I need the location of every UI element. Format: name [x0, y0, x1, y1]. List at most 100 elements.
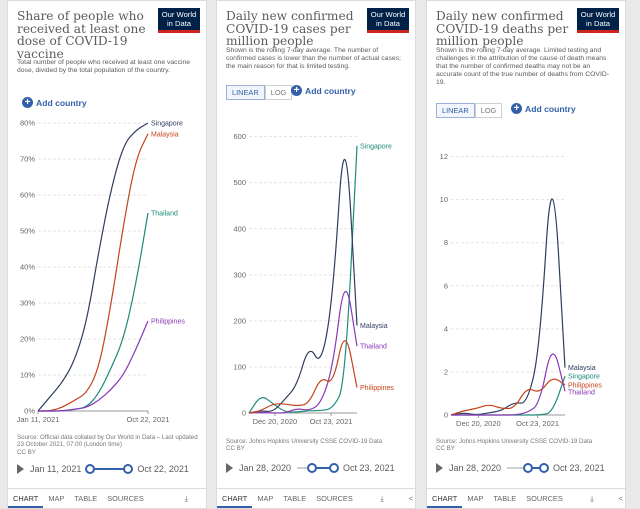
- series-label: Thailand: [151, 211, 178, 218]
- series-label: Malaysia: [568, 365, 596, 372]
- tab-map[interactable]: MAP: [257, 494, 274, 503]
- chart-subtitle: Shown is the rolling 7-day average. The …: [226, 47, 401, 70]
- tab-chart[interactable]: CHART: [427, 489, 463, 508]
- download-icon[interactable]: ⤓: [380, 494, 384, 503]
- y-tick-label: 20%: [20, 335, 35, 344]
- chart-svg: 0 2 4 6 8 10 12 Dec 20, 2020 Oct 23, 2021 Malaysi…: [440, 152, 603, 428]
- tab-sources[interactable]: SOURCES: [107, 494, 144, 503]
- y-tick-label: 0: [242, 409, 246, 418]
- series-label: Malaysia: [360, 323, 388, 330]
- x-tick-label: Jan 11, 2021: [17, 415, 60, 424]
- series-label: Philippines: [151, 319, 185, 326]
- panel-deaths: Daily new confirmed COVID-19 deaths per …: [426, 0, 626, 509]
- y-tick-label: 80%: [20, 119, 35, 128]
- plus-icon: +: [511, 103, 522, 114]
- y-tick-label: 0%: [24, 407, 35, 416]
- share-icon[interactable]: <: [618, 494, 623, 503]
- play-icon[interactable]: [226, 463, 233, 473]
- plus-icon: +: [291, 85, 302, 96]
- chart-subtitle: Total number of people who received at l…: [17, 59, 191, 74]
- timeline-end: Oct 23, 2021: [553, 463, 605, 473]
- owid-logo[interactable]: Our World in Data: [367, 8, 409, 33]
- timeline-start: Jan 28, 2020: [449, 463, 502, 473]
- y-tick-label: 8: [444, 238, 448, 247]
- timeline-start: Jan 11, 2021: [30, 464, 82, 474]
- plus-icon: +: [22, 97, 33, 108]
- download-icon[interactable]: ⤓: [184, 494, 188, 503]
- timeline[interactable]: Jan 11, 2021 Oct 22, 2021: [17, 464, 202, 474]
- owid-logo[interactable]: Our World in Data: [577, 8, 619, 33]
- x-tick-label: Oct 23, 2021: [516, 419, 559, 428]
- series-line-philippines: [38, 320, 149, 412]
- timeline-slider[interactable]: [507, 463, 550, 473]
- tab-sources[interactable]: SOURCES: [316, 494, 353, 503]
- y-tick-label: 300: [233, 270, 246, 279]
- y-tick-label: 2: [444, 367, 448, 376]
- timeline-end: Oct 23, 2021: [343, 463, 395, 473]
- series-label: Thailand: [360, 344, 387, 351]
- timeline-slider[interactable]: [85, 464, 134, 474]
- y-tick-label: 600: [233, 132, 246, 141]
- series-label: Singapore: [151, 121, 183, 128]
- tab-table[interactable]: TABLE: [283, 494, 307, 503]
- chart-title: Share of people who received at least on…: [17, 9, 146, 61]
- add-country-button[interactable]: + Add country: [511, 103, 576, 114]
- y-tick-label: 40%: [20, 263, 35, 272]
- panel-cases: Daily new confirmed COVID-19 cases per m…: [216, 0, 416, 509]
- timeline-end: Oct 22, 2021: [137, 464, 189, 474]
- timeline[interactable]: Jan 28, 2020 Oct 23, 2021: [436, 463, 621, 473]
- series-label: Philippines: [360, 385, 394, 392]
- add-country-label: Add country: [305, 85, 356, 96]
- tab-bar: CHART MAP TABLE SOURCES ⤓ <: [217, 488, 415, 508]
- source-note: Source: Johns Hopkins University CSSE CO…: [226, 438, 383, 453]
- add-country-button[interactable]: + Add country: [291, 85, 356, 96]
- x-tick-label: Oct 23, 2021: [310, 417, 353, 426]
- timeline-slider[interactable]: [297, 463, 340, 473]
- y-tick-label: 400: [233, 224, 246, 233]
- add-country-button[interactable]: + Add country: [22, 97, 87, 108]
- source-note: Source: Official data collated by Our Wo…: [17, 434, 198, 456]
- tab-map[interactable]: MAP: [48, 494, 65, 503]
- tab-chart[interactable]: CHART: [8, 489, 44, 508]
- x-tick-label: Dec 20, 2020: [253, 417, 298, 426]
- chart-svg: 0% 10% 20% 30% 40% 50% 60% 70% 80% Jan 11, 2021 Oc…: [17, 119, 186, 425]
- y-tick-label: 50%: [20, 227, 35, 236]
- chart-title: Daily new confirmed COVID-19 deaths per …: [436, 9, 569, 49]
- tab-table[interactable]: TABLE: [74, 494, 98, 503]
- series-line-thailand: [450, 353, 566, 416]
- tab-table[interactable]: TABLE: [493, 494, 517, 503]
- timeline[interactable]: Jan 28, 2020 Oct 23, 2021: [226, 463, 411, 473]
- download-icon[interactable]: ⤓: [590, 494, 594, 503]
- series-line-malaysia: [248, 159, 358, 414]
- y-tick-label: 0: [444, 411, 448, 420]
- series-line-malaysia: [450, 198, 566, 416]
- tab-map[interactable]: MAP: [467, 494, 484, 503]
- play-icon[interactable]: [436, 463, 443, 473]
- series-line-singapore: [248, 145, 358, 414]
- tab-sources[interactable]: SOURCES: [526, 494, 563, 503]
- tab-bar: CHART MAP TABLE SOURCES ⤓: [8, 488, 206, 508]
- share-icon[interactable]: <: [408, 494, 413, 503]
- series-label: Singapore: [568, 374, 600, 381]
- series-label: Malaysia: [151, 131, 179, 138]
- series-line-malaysia: [38, 133, 149, 412]
- scale-log-button[interactable]: LOG: [474, 103, 503, 118]
- y-tick-label: 10%: [20, 371, 35, 380]
- tab-bar: CHART MAP TABLE SOURCES ⤓ <: [427, 488, 625, 508]
- y-tick-label: 60%: [20, 191, 35, 200]
- owid-logo[interactable]: Our World in Data: [158, 8, 200, 33]
- y-tick-label: 30%: [20, 299, 35, 308]
- scale-toggle[interactable]: LINEAR LOG: [226, 85, 293, 100]
- play-icon[interactable]: [17, 464, 24, 474]
- scale-linear-button[interactable]: LINEAR: [436, 103, 475, 118]
- series-label: Thailand: [568, 389, 595, 396]
- timeline-start: Jan 28, 2020: [239, 463, 292, 473]
- source-note: Source: Johns Hopkins University CSSE CO…: [436, 438, 593, 453]
- series-label: Singapore: [360, 143, 392, 150]
- y-tick-label: 12: [440, 152, 448, 161]
- tab-chart[interactable]: CHART: [217, 489, 253, 508]
- scale-linear-button[interactable]: LINEAR: [226, 85, 265, 100]
- y-tick-label: 4: [444, 324, 448, 333]
- chart-subtitle: Shown is the rolling 7-day average. Limi…: [436, 47, 610, 86]
- scale-toggle[interactable]: LINEAR LOG: [436, 103, 503, 118]
